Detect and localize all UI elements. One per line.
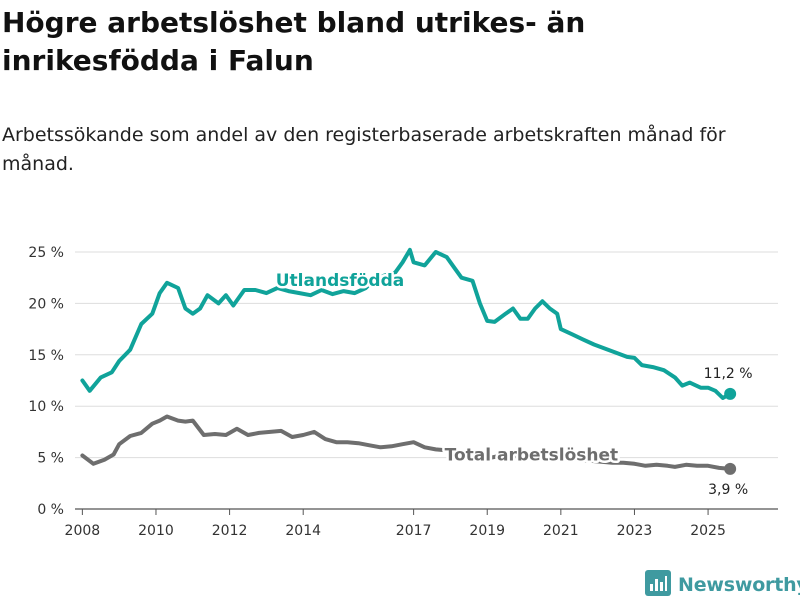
y-tick-label: 10 % xyxy=(28,399,64,415)
x-axis: 2008 2010 2012 2014 2017 2019 2021 2023 2025 xyxy=(65,509,726,539)
series-line-1 xyxy=(80,414,733,471)
x-tick-label: 2014 xyxy=(285,523,321,539)
series-end-label-0: 11,2 % xyxy=(704,366,753,382)
chart-subtitle: Arbetssökande som andel av den registerb… xyxy=(2,124,726,175)
y-axis: 0 % 5 % 10 % 15 % 20 % 25 % xyxy=(28,245,64,518)
series-name-label-0: Utlandsfödda xyxy=(276,271,405,291)
brand-name: Newsworthy xyxy=(678,574,800,596)
y-tick-label: 0 % xyxy=(37,502,64,518)
chart-title: Högre arbetslöshet bland utrikes- än inr… xyxy=(2,6,586,77)
x-tick-label: 2012 xyxy=(212,523,248,539)
series-labels: 11,2 % 3,9 % Utlandsfödda Total arbetslöshe… xyxy=(273,268,753,498)
x-tick-label: 2021 xyxy=(543,523,579,539)
y-tick-label: 25 % xyxy=(28,245,64,261)
x-tick-label: 2010 xyxy=(138,523,174,539)
x-tick-label: 2008 xyxy=(65,523,101,539)
series-end-marker-0 xyxy=(724,387,737,400)
x-tick-label: 2019 xyxy=(469,523,505,539)
x-tick-label: 2023 xyxy=(617,523,653,539)
x-tick-label: 2025 xyxy=(690,523,726,539)
y-tick-label: 15 % xyxy=(28,348,64,364)
x-tick-label: 2017 xyxy=(396,523,432,539)
grid xyxy=(75,251,778,510)
series-name-label-1: Total arbetslöshet xyxy=(445,446,619,466)
series-line-0 xyxy=(80,247,733,400)
y-tick-label: 20 % xyxy=(28,296,64,312)
bar-chart-logo-icon xyxy=(645,570,671,600)
y-tick-label: 5 % xyxy=(37,451,64,467)
brand[interactable]: Newsworthy xyxy=(645,570,800,600)
series-lines xyxy=(80,247,737,475)
series-end-label-1: 3,9 % xyxy=(708,482,748,498)
series-end-marker-1 xyxy=(724,462,737,475)
